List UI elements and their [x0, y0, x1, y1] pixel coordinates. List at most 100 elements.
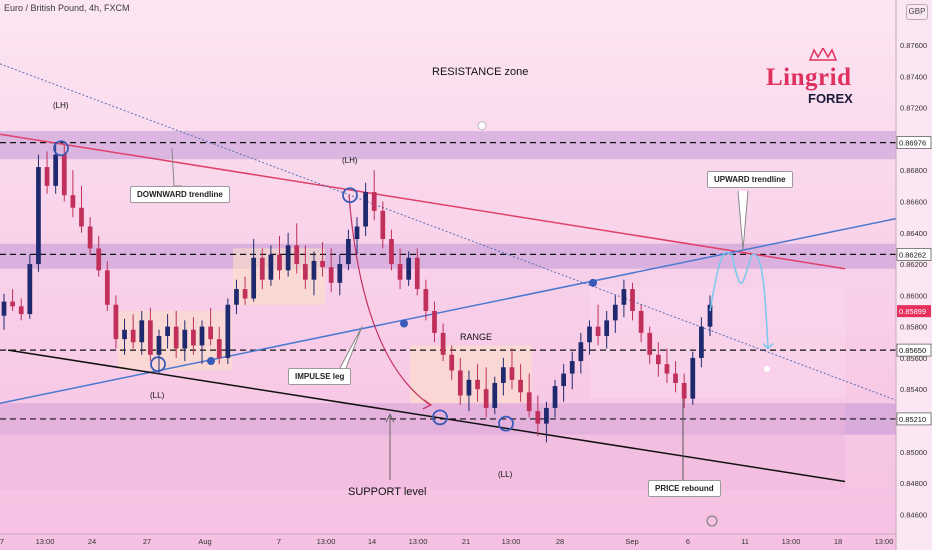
candle-body: [259, 257, 265, 280]
upward-trendline: [0, 211, 927, 405]
swing-circle-1: [342, 187, 358, 204]
candle-body: [182, 329, 188, 349]
x-tick-label: Sep: [625, 537, 638, 546]
candle-body: [79, 207, 84, 227]
y-tick-label: 0.87600: [900, 41, 927, 50]
ll-mid-label: (LL): [498, 470, 513, 479]
x-tick-label: 21: [462, 537, 470, 546]
candle-body: [191, 329, 196, 346]
candle-body: [630, 289, 635, 311]
candle-body: [483, 389, 489, 408]
candle-body: [569, 361, 575, 374]
candle-body: [216, 339, 222, 358]
candle-body: [552, 386, 558, 408]
touch-dot-0: [207, 357, 215, 366]
price-label-text: 0.85210: [899, 415, 926, 424]
candle-body: [294, 245, 300, 265]
price-label-bg: [896, 412, 932, 426]
price-rebound-note: PRICE rebound: [648, 480, 721, 497]
candle-body: [70, 195, 76, 208]
y-tick-label: 0.86400: [900, 229, 927, 238]
x-tick-label: 28: [556, 537, 564, 546]
y-tick-label: 0.86000: [900, 291, 927, 300]
y-tick-label: 0.86800: [900, 166, 927, 175]
candle-body: [466, 379, 472, 396]
candle-body: [535, 411, 541, 424]
candle-body: [587, 326, 592, 343]
candle-body: [389, 239, 394, 265]
price-label-text: 0.85899: [899, 307, 926, 316]
candle-body: [61, 154, 67, 196]
zone-resistance: [0, 131, 896, 160]
price-axis-bg: [896, 0, 932, 550]
candle-body: [414, 257, 420, 290]
candle-body: [500, 367, 506, 383]
candle-body: [18, 306, 24, 315]
candle-body: [251, 257, 257, 299]
candle-body: [302, 264, 308, 280]
x-tick-label: 14: [368, 537, 376, 546]
x-tick-label: 13:00: [875, 537, 894, 546]
candle-body: [457, 370, 463, 396]
candle-body: [612, 304, 618, 321]
logo-sub: FOREX: [808, 91, 853, 106]
x-tick-label: 7: [0, 537, 4, 546]
candle-body: [578, 342, 584, 362]
candle-body: [346, 239, 351, 265]
candle-body: [380, 210, 386, 240]
y-tick-label: 0.86200: [900, 260, 927, 269]
downward-trendline-note: DOWNWARD trendline: [130, 186, 230, 203]
candle-body: [664, 364, 670, 374]
y-tick-label: 0.87400: [900, 72, 927, 81]
candle-body: [130, 329, 136, 343]
currency-badge[interactable]: GBP: [906, 4, 928, 20]
candle-body: [561, 373, 567, 387]
candle-body: [449, 354, 455, 371]
candle-body: [277, 254, 282, 271]
x-tick-label: 11: [741, 537, 749, 546]
zone-upper: [0, 243, 896, 269]
touch-dot-1: [400, 319, 408, 328]
candle-body: [509, 367, 515, 380]
candle-body: [87, 226, 93, 249]
candle-body: [475, 379, 480, 390]
candle-body: [122, 329, 127, 340]
price-label-bg: [897, 305, 931, 318]
candle-body: [363, 192, 368, 227]
x-tick-label: 13:00: [317, 537, 336, 546]
target-star-icon: [764, 365, 770, 372]
lh-left-label: (LH): [53, 101, 69, 110]
candle-body: [199, 326, 205, 346]
candle-body: [320, 260, 325, 268]
x-tick-label: 24: [88, 537, 96, 546]
x-tick-label: 18: [834, 537, 842, 546]
candle-body: [44, 167, 50, 186]
price-label-text: 0.86262: [899, 250, 926, 259]
lower-shade: [0, 403, 845, 490]
candle-body: [234, 289, 239, 305]
candle-body: [268, 254, 274, 280]
swing-circle-4: [498, 415, 514, 432]
y-tick-label: 0.84600: [900, 510, 927, 519]
candle-body: [285, 245, 291, 271]
candle-body: [621, 289, 627, 305]
range-label: RANGE: [460, 332, 493, 342]
lh-mid-label: (LH): [342, 156, 358, 165]
logo-name: Lingrid: [766, 64, 852, 91]
x-tick-label: 27: [143, 537, 151, 546]
x-tick-label: 13:00: [782, 537, 801, 546]
support-trendline: [7, 349, 846, 483]
ll-left-label: (LL): [150, 391, 165, 400]
candle-body: [397, 264, 403, 280]
candle-body: [1, 301, 7, 316]
y-tick-label: 0.85800: [900, 323, 927, 332]
candle-body: [147, 320, 153, 355]
y-tick-label: 0.85000: [900, 448, 927, 457]
impulse-note-pointer: [339, 326, 363, 369]
symbol-title: Euro / British Pound, 4h, FXCM: [4, 3, 130, 13]
price-label-bg: [896, 248, 932, 261]
candle-body: [440, 332, 446, 355]
lightning-icon: [706, 515, 718, 527]
